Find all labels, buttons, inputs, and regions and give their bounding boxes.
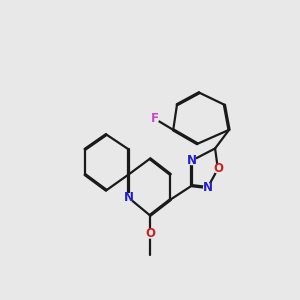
Circle shape bbox=[204, 184, 212, 191]
Circle shape bbox=[188, 157, 196, 165]
Circle shape bbox=[124, 194, 133, 202]
Circle shape bbox=[214, 165, 222, 173]
Text: N: N bbox=[187, 154, 197, 167]
Circle shape bbox=[151, 115, 159, 123]
Text: N: N bbox=[124, 191, 134, 204]
Text: O: O bbox=[145, 227, 155, 241]
Text: N: N bbox=[202, 181, 213, 194]
Circle shape bbox=[146, 230, 154, 238]
Text: O: O bbox=[213, 162, 223, 176]
Text: F: F bbox=[151, 112, 159, 125]
